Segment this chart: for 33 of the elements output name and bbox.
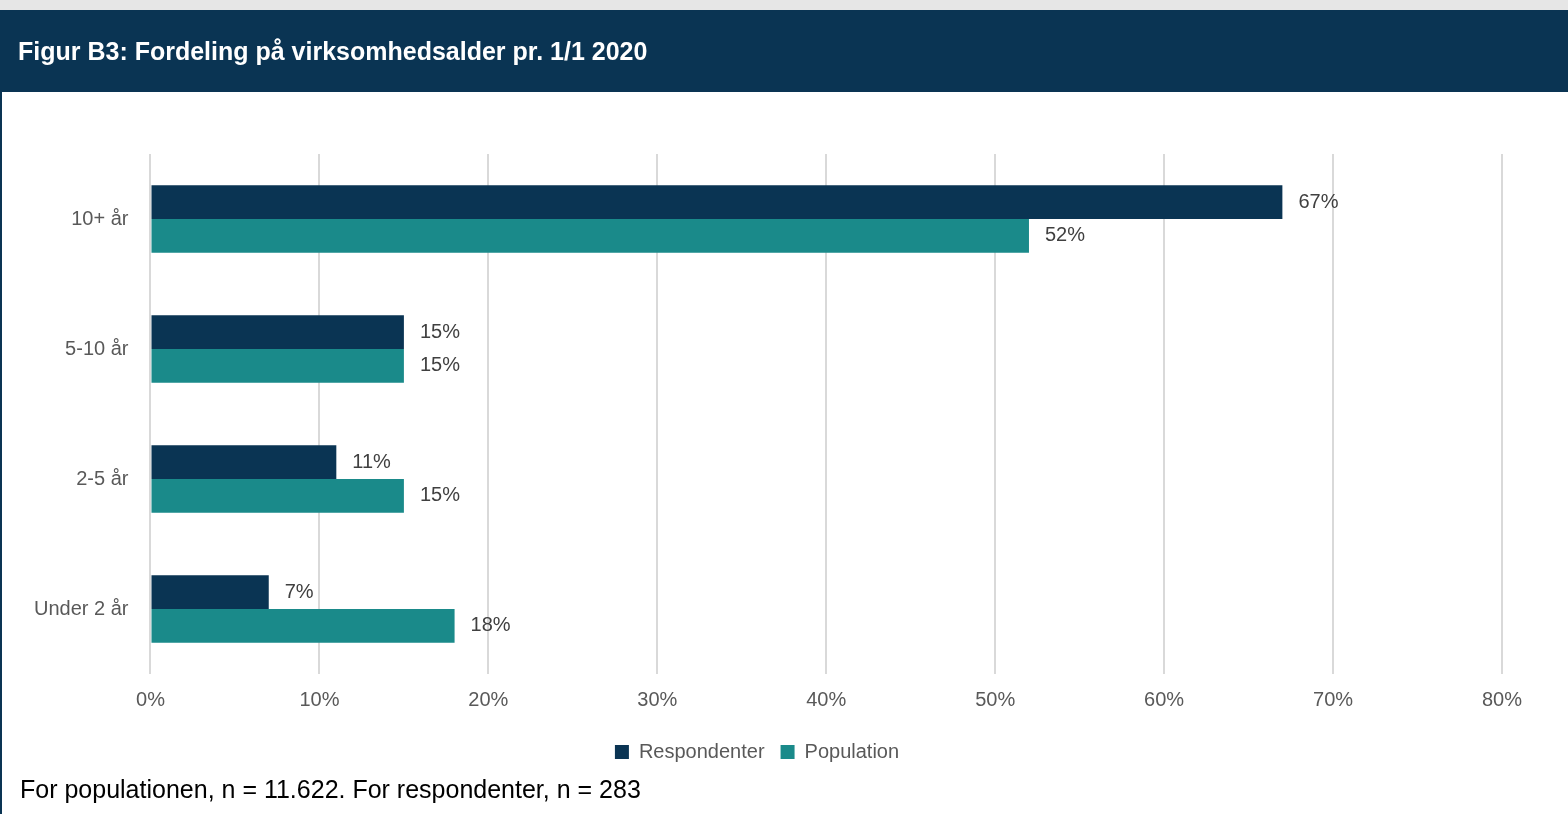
x-tick-label: 10%: [299, 687, 340, 710]
data-label: 7%: [284, 579, 314, 602]
bar: [151, 349, 404, 383]
y-tick-label: 10+ år: [71, 206, 129, 229]
x-tick-label: 40%: [806, 687, 847, 710]
data-label: 15%: [419, 353, 461, 376]
y-tick-label: 5-10 år: [65, 336, 129, 359]
bar: [151, 315, 404, 349]
x-tick-label: 80%: [1481, 687, 1523, 710]
bar: [151, 219, 1029, 253]
data-label: 18%: [470, 613, 511, 636]
legend-label: Population: [804, 739, 900, 762]
x-tick-label: 60%: [1144, 687, 1185, 710]
legend-label: Respondenter: [638, 739, 765, 762]
data-label: 11%: [352, 449, 392, 472]
data-label: 15%: [419, 319, 461, 342]
y-tick-label: Under 2 år: [33, 596, 129, 619]
data-label: 52%: [1044, 223, 1086, 246]
bar: [151, 445, 337, 479]
bar: [151, 479, 404, 513]
text: For populationen, n = 11.622. For respondenter, n = 283: [19, 774, 642, 805]
bar: [151, 185, 1283, 219]
bar: [151, 575, 269, 609]
chart-title: Figur B3: Fordeling på virksomhedsalder pr. 1/1 2020: [18, 36, 648, 66]
x-tick-label: 70%: [1313, 687, 1354, 710]
data-label: 67%: [1298, 189, 1339, 212]
y-tick-label: 2-5 år: [76, 466, 129, 489]
x-tick-label: 0%: [136, 687, 166, 710]
x-tick-label: 50%: [975, 687, 1016, 710]
bar: [151, 609, 455, 643]
data-label: 15%: [419, 483, 461, 506]
x-tick-label: 20%: [468, 687, 509, 710]
x-tick-label: 30%: [637, 687, 678, 710]
